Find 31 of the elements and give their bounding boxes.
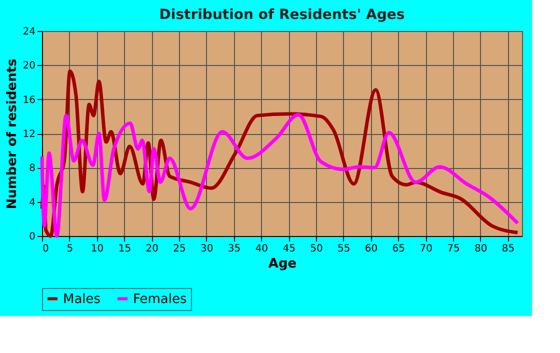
- x-tick-label: 75: [447, 244, 460, 254]
- x-tick-label: 5: [66, 244, 74, 254]
- x-tick-label: 50: [310, 244, 323, 254]
- y-tick-label: 8: [29, 163, 36, 174]
- y-tick-label: 0: [29, 232, 36, 242]
- x-tick-label: 15: [118, 244, 132, 254]
- x-tick-label: 35: [228, 244, 241, 254]
- chart-title: Distribution of Residents' Ages: [159, 7, 405, 23]
- x-tick-label: 70: [420, 244, 432, 254]
- x-axis-title: Age: [268, 256, 297, 272]
- x-tick-label: 25: [173, 244, 186, 254]
- x-tick-label: 30: [200, 244, 214, 254]
- x-tick-label: 10: [90, 244, 104, 254]
- y-tick-label: 12: [22, 129, 36, 140]
- legend-label: Females: [133, 292, 188, 307]
- legend-label: Males: [63, 292, 101, 307]
- x-tick-label: 45: [282, 244, 296, 254]
- x-tick-label: 85: [502, 244, 515, 254]
- x-tick-label: 80: [474, 244, 488, 254]
- y-tick-label: 16: [22, 94, 36, 106]
- x-tick-label: 0: [42, 244, 49, 254]
- y-tick-label: 20: [22, 60, 36, 72]
- x-tick-label: 60: [364, 244, 378, 254]
- x-tick-label: 20: [146, 244, 158, 254]
- y-tick-label: 24: [22, 26, 36, 38]
- y-axis-title: Number of residents: [4, 58, 20, 210]
- x-tick-label: 65: [392, 244, 406, 254]
- x-tick-label: 40: [255, 244, 268, 254]
- y-tick-label: 4: [29, 197, 36, 208]
- line-series: [40, 112, 520, 238]
- x-tick-label: 55: [338, 244, 350, 254]
